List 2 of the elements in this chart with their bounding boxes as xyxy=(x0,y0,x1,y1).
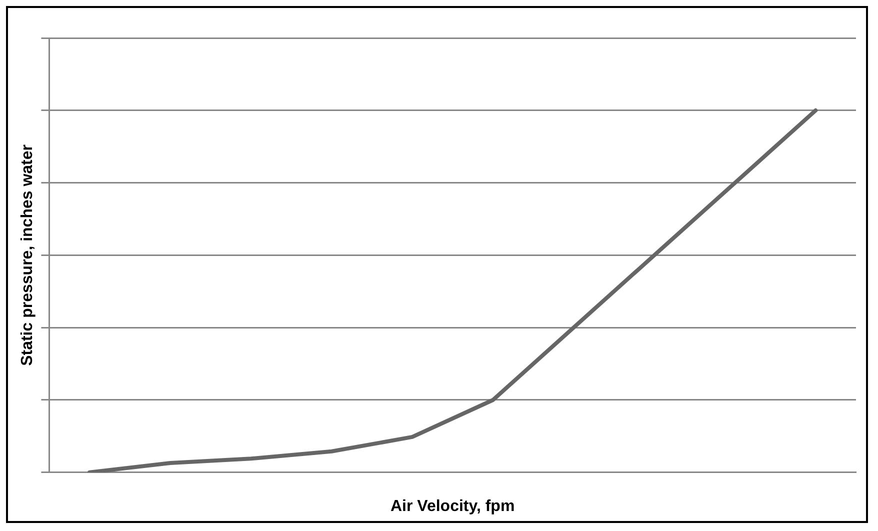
x-axis-title: Air Velocity, fpm xyxy=(390,498,515,515)
y-axis-title: Static pressure, inches water xyxy=(19,144,36,366)
